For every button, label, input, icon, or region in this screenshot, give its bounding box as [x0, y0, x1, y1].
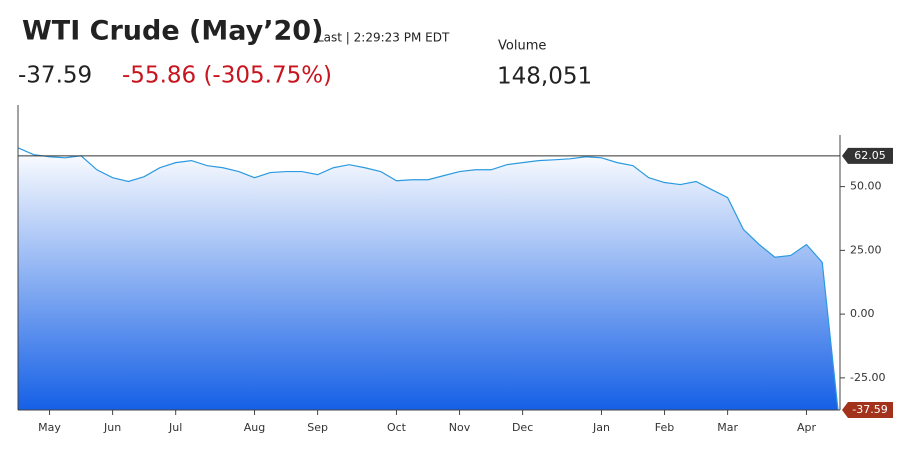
x-tick-label: Feb: [655, 421, 674, 434]
last-label: -37.59: [852, 403, 887, 416]
area: [18, 147, 838, 410]
volume: 148,051: [497, 64, 592, 90]
x-tick-label: Mar: [717, 421, 738, 434]
x-tick-label: Jul: [168, 421, 182, 434]
volume-label: Volume: [498, 39, 546, 54]
x-tick-label: Jun: [103, 421, 121, 434]
y-tick-label: 50.00: [850, 180, 882, 193]
title: WTI Crude (May’20): [22, 16, 323, 47]
reference-badge: [842, 147, 893, 164]
x-tick-label: Oct: [387, 421, 407, 434]
y-tick-label: -25.00: [850, 371, 885, 384]
x-tick-label: Jan: [592, 421, 610, 434]
price-change: -55.86 (-305.75%): [122, 63, 332, 89]
timestamp: Last | 2:29:23 PM EDT: [317, 31, 450, 45]
y-tick-label: 25.00: [850, 243, 882, 256]
x-tick-label: Nov: [449, 421, 471, 434]
reference-label: 62.05: [854, 149, 886, 162]
x-tick-label: May: [38, 421, 61, 434]
price-line: [17, 147, 839, 411]
x-tick-label: Apr: [797, 421, 817, 434]
last-price: -37.59: [18, 63, 92, 89]
x-tick-label: Aug: [244, 421, 265, 434]
y-tick-label: 0.00: [850, 307, 875, 320]
x-tick-label: Sep: [307, 421, 328, 434]
last-badge: [842, 401, 893, 418]
x-tick-label: Dec: [512, 421, 533, 434]
